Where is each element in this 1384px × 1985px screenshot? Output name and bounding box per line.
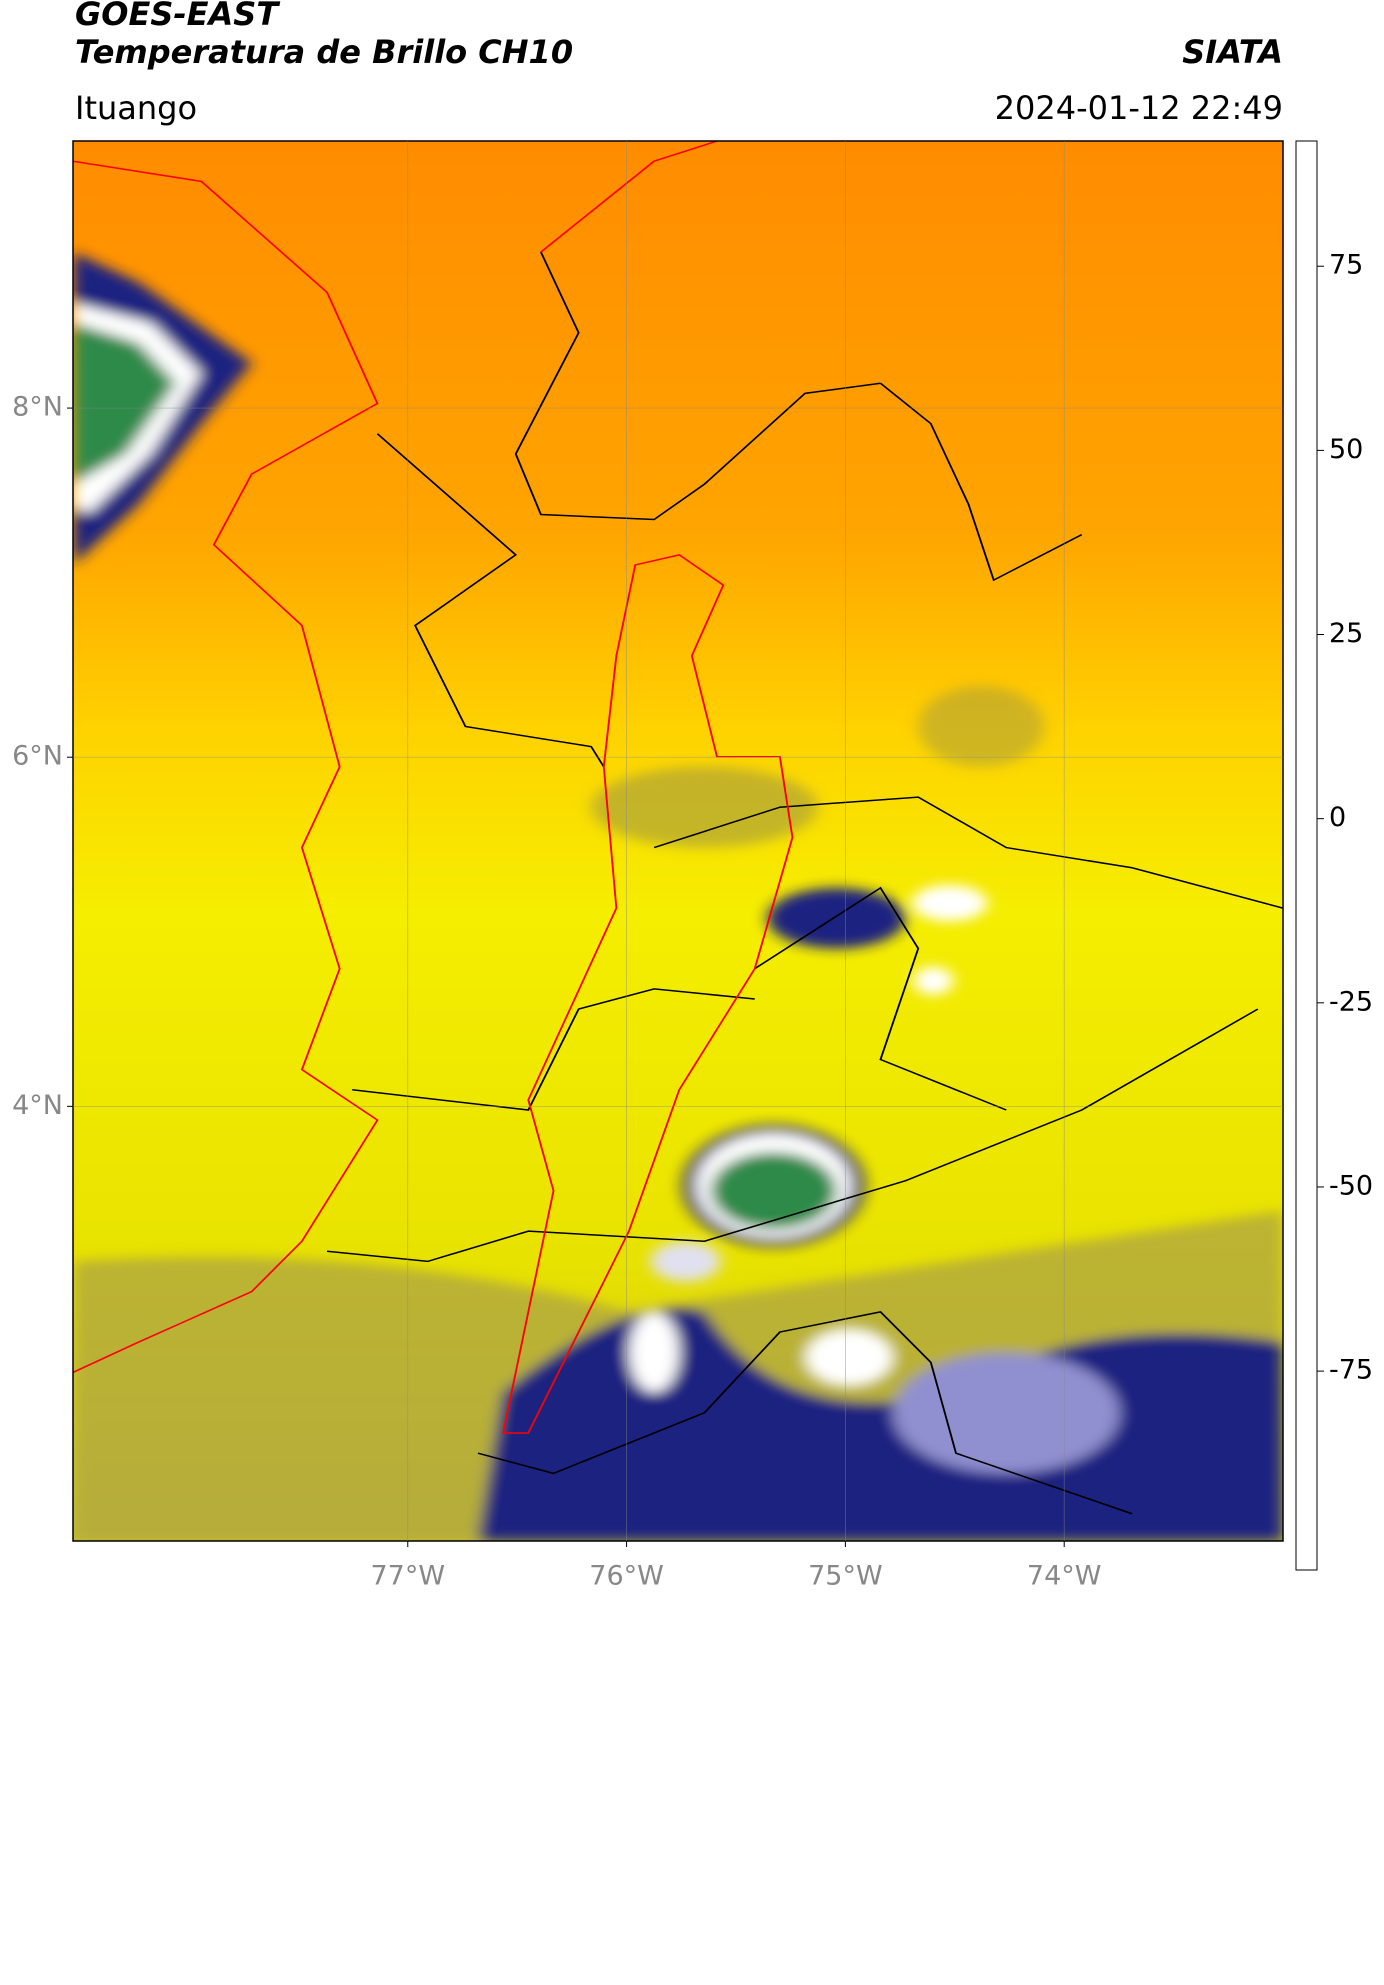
colorbar-tick-label: 25 xyxy=(1329,618,1363,649)
colorbar-tick-label: -75 xyxy=(1329,1355,1373,1386)
x-tick-label: 74°W xyxy=(1027,1561,1102,1592)
colorbar-tick-label: 0 xyxy=(1329,802,1346,833)
datetime: 2024-01-12 22:49 xyxy=(995,89,1283,127)
y-tick-label: 6°N xyxy=(12,741,63,772)
location: Ituango xyxy=(75,89,197,127)
y-tick-label: 4°N xyxy=(12,1090,63,1121)
map-image xyxy=(73,141,1283,1541)
colorbar xyxy=(1295,140,1318,1571)
source: SIATA xyxy=(1182,33,1283,71)
colorbar-tick-label: -50 xyxy=(1329,1170,1373,1201)
colorbar-tick-label: 75 xyxy=(1329,250,1363,281)
x-tick-label: 76°W xyxy=(589,1561,664,1592)
title: GOES-EAST xyxy=(75,0,280,33)
map-frame xyxy=(72,140,1284,1542)
x-tick-label: 77°W xyxy=(370,1561,445,1592)
colorbar-tick-label: 50 xyxy=(1329,434,1363,465)
subtitle: Temperatura de Brillo CH10 xyxy=(75,33,573,71)
colorbar-tick-label: -25 xyxy=(1329,986,1373,1017)
x-tick-label: 75°W xyxy=(808,1561,883,1592)
y-tick-label: 8°N xyxy=(12,392,63,423)
